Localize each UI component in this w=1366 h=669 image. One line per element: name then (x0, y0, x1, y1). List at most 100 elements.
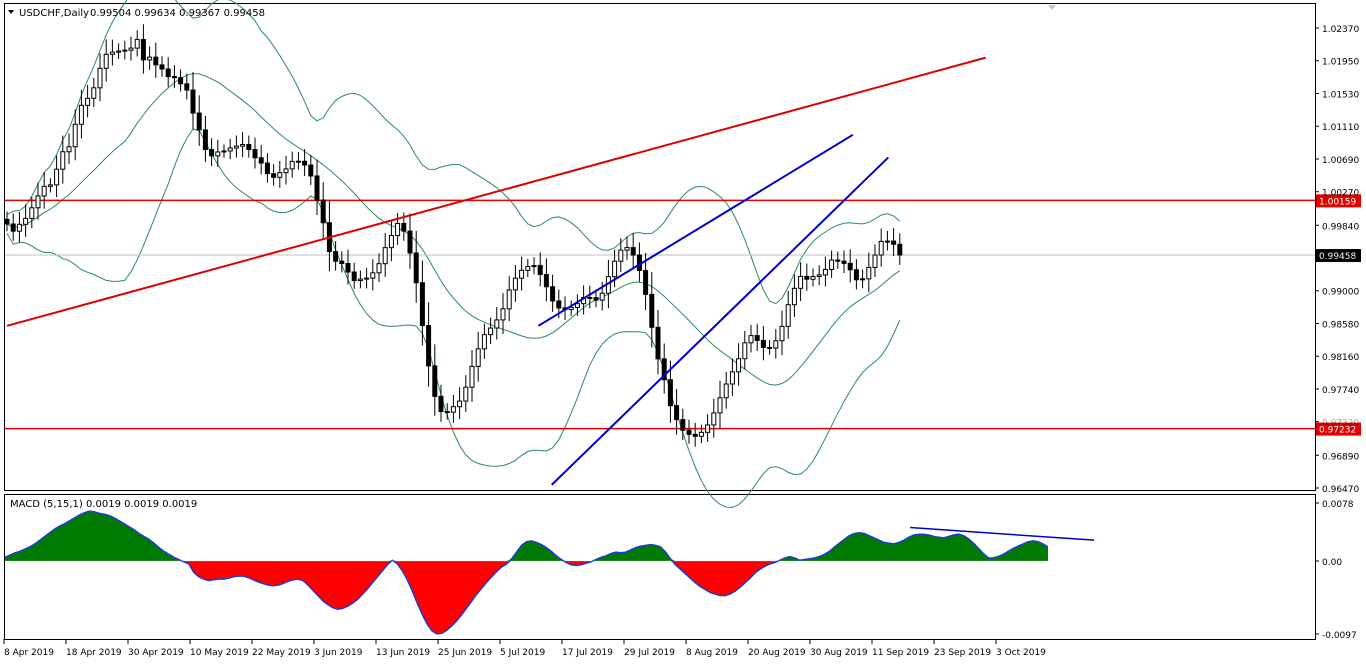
candle-body-down (760, 339, 766, 348)
candle-body-up (829, 259, 835, 270)
x-tick-label: 11 Sep 2019 (872, 648, 929, 658)
candle-body-down (853, 269, 859, 281)
triangle-down-icon[interactable] (8, 10, 14, 14)
candle-body-down (252, 149, 258, 159)
candle-body-down (667, 379, 673, 407)
x-tick-label: 8 Aug 2019 (686, 648, 738, 658)
candle-body-down (413, 252, 419, 284)
candle-body-down (165, 68, 171, 78)
y-tick-label: 1.00270 (1322, 189, 1359, 199)
candle-body-up (475, 348, 481, 367)
candle-body-up (103, 53, 109, 69)
candle-body-up (717, 397, 723, 414)
candle-body-down (246, 143, 252, 151)
candle-body-up (240, 143, 246, 147)
x-tick-label: 10 May 2019 (190, 648, 249, 658)
candle-body-down (537, 265, 543, 276)
candle-body-up (488, 327, 494, 336)
level-price-label: 1.00159 (1319, 197, 1356, 207)
candle-body-down (140, 38, 146, 61)
x-tick-label: 25 Jun 2019 (438, 648, 492, 658)
y-tick-label: 1.02370 (1322, 25, 1359, 35)
y-tick-label: 0.99420 (1322, 255, 1359, 265)
candle-body-down (754, 335, 760, 341)
candle-body-down (587, 297, 593, 300)
candle-body-up (91, 87, 97, 99)
macd-y-tick-label: -0.0097 (1322, 631, 1357, 641)
time-axis: 8 Apr 2019 18 Apr 2019 30 Apr 2019 10 May 2… (3, 639, 1046, 658)
candle-body-down (897, 243, 903, 256)
price-axis: 1.02370 1.01950 1.01530 1.01110 1.00690 1.002… (1315, 25, 1359, 641)
candle-body-down (444, 411, 450, 414)
candle-body-down (314, 175, 320, 201)
scroll-marker-icon (1048, 5, 1056, 10)
symbol-label: USDCHF,Daily (19, 8, 89, 19)
candle-body-up (711, 412, 717, 426)
bollinger-bands (6, 0, 901, 508)
candle-body-up (618, 249, 624, 262)
candle-body-up (773, 340, 779, 349)
candle-body-up (878, 240, 884, 256)
candle-body-down (271, 173, 277, 178)
candle-body-up (624, 247, 630, 251)
candle-body-up (512, 277, 518, 291)
main-panel-frame (4, 3, 1316, 491)
candle-body-up (72, 123, 78, 148)
candle-body-down (407, 230, 413, 254)
candle-body-up (227, 147, 233, 152)
candle-body-down (401, 222, 407, 232)
x-tick-label: 22 May 2019 (252, 648, 311, 658)
candle-body-up (35, 195, 41, 209)
candle-body-up (748, 335, 754, 344)
candle-body-up (78, 104, 84, 125)
candle-body-up (60, 151, 66, 170)
macd-header: MACD (5,15,1) 0.0019 0.0019 0.0019 (10, 499, 197, 510)
channel-upper (537, 133, 854, 327)
candle-body-down (351, 271, 357, 282)
candle-body-down (835, 259, 841, 262)
red-trendline (6, 56, 986, 327)
candle-body-down (841, 260, 847, 264)
candle-body-down (196, 112, 202, 131)
candle-body-up (295, 160, 301, 163)
candlesticks (4, 24, 903, 447)
candle-body-down (891, 240, 897, 245)
chart-header: USDCHF,Daily 0.99504 0.99634 0.99367 0.9… (8, 8, 265, 19)
candle-body-down (308, 164, 314, 177)
candle-body-down (680, 419, 686, 431)
candle-body-up (612, 260, 618, 278)
candle-body-up (41, 185, 47, 197)
macd-y-tick-label: 0.00 (1322, 558, 1342, 568)
candle-body-down (438, 395, 444, 413)
bollinger-upper-line (6, 0, 901, 305)
x-tick-label: 3 Oct 2019 (996, 648, 1046, 658)
candle-body-up (599, 292, 605, 301)
candle-body-up (66, 146, 72, 153)
candle-body-down (426, 325, 432, 367)
candle-body-down (320, 199, 326, 224)
macd-divergence-line (909, 526, 1095, 541)
candle-body-up (109, 51, 115, 55)
candle-body-up (364, 277, 370, 280)
candle-body-down (804, 275, 810, 280)
y-tick-label: 0.98160 (1322, 353, 1359, 363)
x-tick-label: 30 Apr 2019 (128, 648, 184, 658)
candle-body-up (822, 268, 828, 276)
candle-body-down (4, 218, 10, 225)
bollinger-middle-line (6, 73, 901, 386)
candle-body-up (519, 269, 525, 279)
candle-body-up (16, 223, 22, 232)
y-tick-label: 0.96890 (1322, 452, 1359, 462)
ohlc-readout: 0.99504 0.99634 0.99367 0.99458 (90, 8, 265, 19)
candle-body-up (54, 168, 60, 186)
candle-body-up (574, 303, 580, 308)
macd-y-tick-label: 0.0078 (1322, 500, 1354, 510)
candle-body-up (289, 160, 295, 170)
y-tick-label: 1.01530 (1322, 90, 1359, 100)
candle-body-up (370, 272, 376, 279)
candle-body-up (705, 424, 711, 433)
candle-body-up (122, 49, 128, 52)
candle-body-up (798, 275, 804, 289)
candle-body-down (686, 429, 692, 435)
candle-body-up (283, 168, 289, 174)
